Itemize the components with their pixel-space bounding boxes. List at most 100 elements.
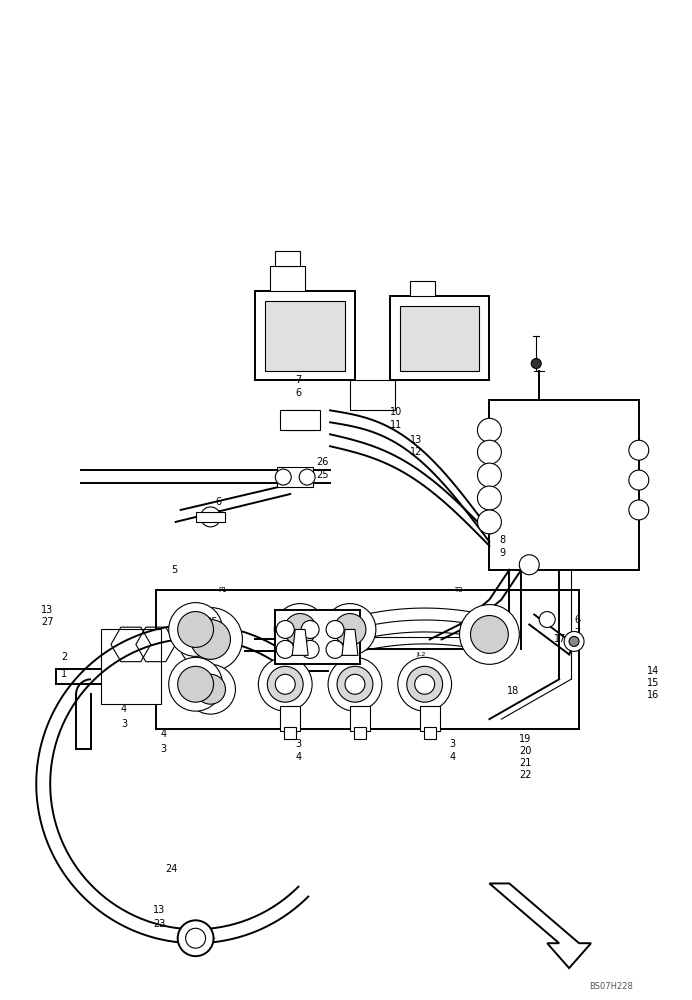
Circle shape [169, 657, 223, 711]
Text: 7: 7 [215, 510, 221, 520]
Circle shape [275, 674, 295, 694]
Circle shape [477, 418, 502, 442]
Text: JT2: JT2 [347, 652, 357, 657]
Circle shape [178, 666, 214, 702]
Circle shape [274, 604, 326, 655]
Circle shape [169, 603, 223, 656]
Bar [277, 467, 313, 487]
Text: 20: 20 [519, 746, 531, 756]
Circle shape [276, 640, 294, 658]
Text: 4: 4 [450, 752, 456, 762]
Text: 12: 12 [410, 447, 422, 457]
Circle shape [334, 614, 366, 645]
Circle shape [196, 674, 226, 704]
Text: 24: 24 [165, 864, 178, 874]
Circle shape [407, 666, 443, 702]
Text: 3: 3 [450, 739, 456, 749]
Circle shape [179, 608, 242, 671]
Circle shape [477, 486, 502, 510]
Circle shape [185, 928, 206, 948]
Text: 4: 4 [161, 729, 167, 739]
Text: 16: 16 [647, 690, 659, 700]
Circle shape [275, 469, 291, 485]
Circle shape [477, 463, 502, 487]
Text: 3: 3 [295, 739, 301, 749]
Circle shape [258, 657, 312, 711]
Text: 3: 3 [121, 719, 127, 729]
Polygon shape [489, 883, 591, 968]
Text: 15: 15 [647, 678, 659, 688]
Circle shape [301, 640, 319, 658]
Circle shape [190, 620, 230, 659]
Circle shape [564, 631, 584, 651]
Text: 7: 7 [574, 628, 581, 638]
Circle shape [185, 664, 235, 714]
Text: 21: 21 [519, 758, 531, 768]
Circle shape [459, 605, 519, 664]
Text: 6: 6 [215, 497, 221, 507]
Text: 26: 26 [316, 457, 329, 467]
Bar [101, 629, 161, 704]
Text: 7: 7 [295, 375, 302, 385]
Text: 4: 4 [295, 752, 301, 762]
Circle shape [324, 604, 376, 655]
Circle shape [337, 666, 373, 702]
Text: 8: 8 [500, 535, 506, 545]
Bar [424, 727, 436, 739]
Circle shape [629, 470, 649, 490]
Text: 1: 1 [61, 669, 67, 679]
Bar [489, 400, 639, 570]
Circle shape [201, 507, 221, 527]
Bar [354, 727, 366, 739]
Circle shape [471, 616, 509, 653]
Text: 26: 26 [206, 629, 218, 639]
Text: 6: 6 [574, 615, 580, 625]
Text: P1: P1 [219, 587, 227, 593]
Bar [156, 590, 579, 729]
Text: BS07H228: BS07H228 [589, 982, 633, 991]
Bar [350, 706, 370, 731]
Circle shape [477, 510, 502, 534]
Text: 5: 5 [171, 565, 177, 575]
Text: 17: 17 [554, 634, 567, 644]
Bar [420, 706, 439, 731]
Bar [390, 296, 489, 380]
Text: 19: 19 [519, 734, 531, 744]
Text: 23: 23 [153, 919, 165, 929]
Bar [280, 706, 300, 731]
Circle shape [178, 612, 214, 647]
Circle shape [629, 500, 649, 520]
Bar [265, 301, 345, 371]
Circle shape [539, 612, 555, 627]
Text: 9: 9 [500, 548, 506, 558]
Text: 2: 2 [61, 652, 67, 662]
Text: 25: 25 [316, 470, 329, 480]
Circle shape [267, 666, 303, 702]
Bar [280, 410, 320, 430]
Text: 13: 13 [42, 605, 53, 615]
Text: 6: 6 [295, 388, 301, 398]
Bar [275, 251, 300, 266]
Text: 13: 13 [410, 435, 422, 445]
Polygon shape [342, 629, 358, 655]
Text: 18: 18 [507, 686, 520, 696]
Text: 4: 4 [121, 704, 127, 714]
Text: 13: 13 [153, 905, 165, 915]
Circle shape [415, 674, 435, 694]
Text: 11: 11 [390, 420, 402, 430]
Circle shape [398, 657, 452, 711]
Circle shape [178, 920, 214, 956]
Bar [284, 727, 296, 739]
Circle shape [345, 674, 365, 694]
Bar [271, 266, 305, 291]
Text: 10: 10 [390, 407, 402, 417]
Text: 3: 3 [161, 744, 167, 754]
Text: 22: 22 [519, 770, 531, 780]
Circle shape [326, 621, 344, 638]
Bar [400, 306, 480, 371]
Text: 25: 25 [206, 617, 218, 627]
Polygon shape [292, 629, 308, 655]
Text: 27: 27 [42, 617, 54, 627]
Text: 14: 14 [647, 666, 659, 676]
Circle shape [301, 621, 319, 638]
